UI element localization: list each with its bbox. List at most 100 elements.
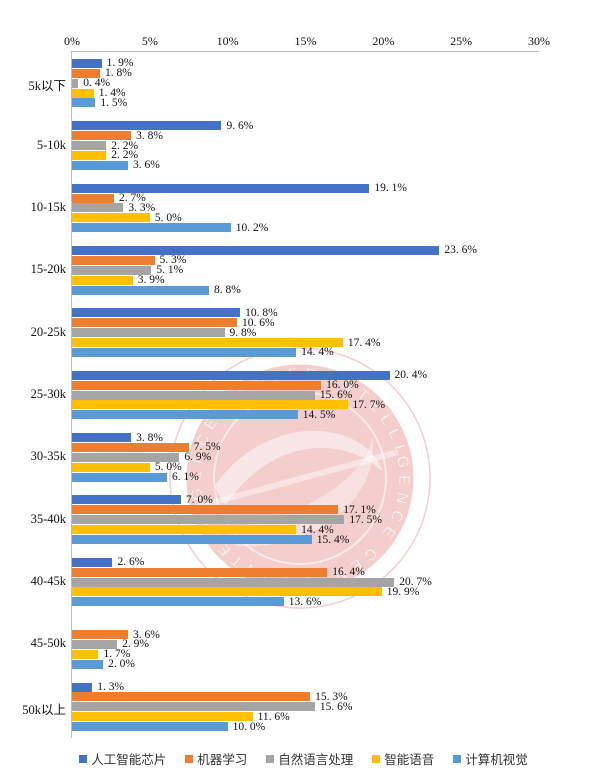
legend-label: 人工智能芯片 <box>91 753 167 767</box>
legend-item-机器学习: 机器学习 <box>185 749 247 768</box>
category-label-20-25k: 20-25k <box>30 324 66 339</box>
x-tick-label-20%: 20% <box>372 34 395 48</box>
legend-swatch-icon <box>185 754 194 763</box>
value-label-智能语音-45-50k: 1. 7% <box>103 648 131 661</box>
bar-机器学习-20-25k <box>72 318 237 328</box>
category-label-40-45k: 40-45k <box>30 574 66 589</box>
legend-item-自然语言处理: 自然语言处理 <box>266 749 353 768</box>
bar-人工智能芯片-20-25k <box>72 308 241 318</box>
value-label-机器学习-15-20k: 5. 3% <box>159 254 187 267</box>
legend-label: 自然语言处理 <box>278 753 354 767</box>
value-label-智能语音-25-30k: 17. 7% <box>352 398 386 411</box>
value-label-人工智能芯片-10-15k: 19. 1% <box>374 182 407 195</box>
bar-自然语言处理-10-15k <box>72 203 124 213</box>
bar-自然语言处理-45-50k <box>72 639 118 649</box>
value-label-人工智能芯片-5-10k: 9. 6% <box>226 119 254 132</box>
value-label-智能语音-10-15k: 5. 0% <box>154 211 182 224</box>
value-label-智能语音-15-20k: 3. 9% <box>137 274 165 287</box>
value-label-人工智能芯片-20-25k: 10. 8% <box>245 306 278 319</box>
watermark-swoosh-icon <box>225 433 375 548</box>
bar-智能语音-5-10k <box>72 150 107 160</box>
bar-人工智能芯片-5-10k <box>72 121 222 131</box>
value-label-计算机视觉-5-10k: 3. 6% <box>133 159 160 172</box>
bar-人工智能芯片-30-35k <box>72 433 132 443</box>
bar-机器学习-45-50k <box>72 630 129 640</box>
bar-自然语言处理-5-10k <box>72 141 107 151</box>
value-label-智能语音-30-35k: 5. 0% <box>154 461 182 474</box>
bar-计算机视觉-10-15k <box>72 223 231 233</box>
value-label-机器学习-40-45k: 16. 4% <box>332 566 365 579</box>
bar-智能语音-35-40k <box>72 525 297 535</box>
category-label-5k以下: 5k以下 <box>28 79 66 94</box>
y-axis-line <box>71 51 72 738</box>
legend-swatch-icon <box>79 754 88 763</box>
x-tick-label-25%: 25% <box>450 34 473 48</box>
category-label-5-10k: 5-10k <box>36 137 66 152</box>
x-axis-line <box>72 51 539 52</box>
value-label-智能语音-5-10k: 2. 2% <box>111 149 139 162</box>
value-label-机器学习-30-35k: 7. 5% <box>193 441 221 454</box>
value-label-计算机视觉-5k以下: 1. 5% <box>100 96 128 109</box>
legend: 人工智能芯片 机器学习 自然语言处理 智能语音 计算机视觉 <box>0 749 607 768</box>
bar-智能语音-40-45k <box>72 587 382 597</box>
bar-机器学习-30-35k <box>72 442 189 452</box>
value-label-智能语音-40-45k: 19. 9% <box>386 585 420 598</box>
value-label-计算机视觉-25-30k: 14. 5% <box>302 408 336 421</box>
bar-自然语言处理-35-40k <box>72 515 345 525</box>
value-label-人工智能芯片-50k以上: 1. 3% <box>97 681 125 694</box>
value-label-计算机视觉-40-45k: 13. 6% <box>288 595 322 608</box>
bar-人工智能芯片-50k以上 <box>72 682 93 692</box>
bar-智能语音-50k以上 <box>72 712 253 722</box>
value-label-机器学习-5-10k: 3. 8% <box>136 129 163 142</box>
bar-人工智能芯片-25-30k <box>72 370 390 380</box>
bar-自然语言处理-15-20k <box>72 265 152 275</box>
value-label-自然语言处理-15-20k: 5. 1% <box>156 264 184 277</box>
legend-label: 计算机视觉 <box>465 753 528 767</box>
value-label-自然语言处理-35-40k: 17. 5% <box>349 513 382 526</box>
category-label-35-40k: 35-40k <box>30 511 66 526</box>
legend-item-计算机视觉: 计算机视觉 <box>453 749 528 768</box>
value-label-人工智能芯片-35-40k: 7. 0% <box>185 493 213 506</box>
x-tick-label-5%: 5% <box>141 34 158 48</box>
bar-自然语言处理-25-30k <box>72 390 315 400</box>
value-label-人工智能芯片-30-35k: 3. 8% <box>136 431 163 444</box>
value-label-自然语言处理-5-10k: 2. 2% <box>111 139 139 152</box>
bar-机器学习-5k以下 <box>72 68 101 78</box>
bar-计算机视觉-50k以上 <box>72 722 228 732</box>
bar-自然语言处理-40-45k <box>72 577 395 587</box>
legend-swatch-icon <box>453 754 462 763</box>
legend-item-人工智能芯片: 人工智能芯片 <box>79 749 166 768</box>
value-label-自然语言处理-45-50k: 2. 9% <box>122 638 149 651</box>
bar-计算机视觉-5k以下 <box>72 98 96 108</box>
value-label-计算机视觉-10-15k: 10. 2% <box>235 221 269 234</box>
value-label-计算机视觉-15-20k: 8. 8% <box>213 284 241 297</box>
bar-计算机视觉-35-40k <box>72 535 312 545</box>
bar-计算机视觉-15-20k <box>72 285 209 295</box>
value-label-计算机视觉-35-40k: 15. 4% <box>316 533 350 546</box>
value-label-智能语音-35-40k: 14. 4% <box>301 523 334 536</box>
value-label-自然语言处理-50k以上: 15. 6% <box>319 700 353 713</box>
bar-人工智能芯片-10-15k <box>72 183 370 193</box>
x-tick-label-15%: 15% <box>294 34 317 48</box>
category-label-25-30k: 25-30k <box>30 387 66 401</box>
category-label-10-15k: 10-15k <box>30 199 66 214</box>
bar-计算机视觉-40-45k <box>72 597 284 607</box>
value-label-自然语言处理-40-45k: 20. 7% <box>399 576 432 589</box>
bar-智能语音-20-25k <box>72 338 343 348</box>
bar-人工智能芯片-40-45k <box>72 557 113 567</box>
value-label-机器学习-25-30k: 16. 0% <box>326 379 359 392</box>
value-label-计算机视觉-20-25k: 14. 4% <box>301 346 334 359</box>
category-label-15-20k: 15-20k <box>30 262 66 277</box>
bar-自然语言处理-50k以上 <box>72 702 315 712</box>
category-label-30-35k: 30-35k <box>30 449 66 464</box>
value-label-计算机视觉-45-50k: 2. 0% <box>108 658 135 671</box>
x-tick-label-0%: 0% <box>64 34 80 48</box>
legend-label: 机器学习 <box>197 753 248 767</box>
value-label-计算机视觉-50k以上: 10. 0% <box>232 720 266 733</box>
value-label-自然语言处理-25-30k: 15. 6% <box>319 389 353 401</box>
bar-自然语言处理-20-25k <box>72 328 225 338</box>
value-label-人工智能芯片-5k以下: 1. 9% <box>106 57 134 70</box>
value-label-计算机视觉-30-35k: 6. 1% <box>171 471 199 484</box>
bar-自然语言处理-30-35k <box>72 452 180 462</box>
